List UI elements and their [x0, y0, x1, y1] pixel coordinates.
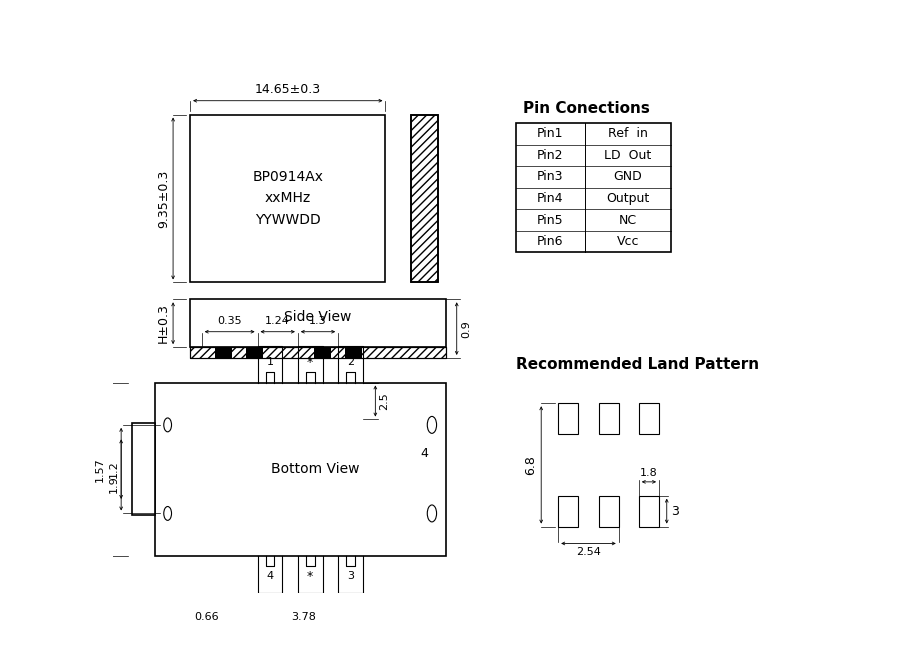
Text: 4: 4: [267, 571, 274, 581]
Bar: [598, 404, 619, 434]
Text: 6.8: 6.8: [524, 455, 537, 475]
Ellipse shape: [164, 507, 171, 520]
Text: LD  Out: LD Out: [605, 149, 651, 162]
Text: Pin3: Pin3: [537, 170, 564, 183]
Bar: [345, 347, 362, 358]
Bar: [639, 496, 659, 527]
Text: 1.3: 1.3: [309, 316, 327, 326]
Ellipse shape: [427, 505, 437, 522]
Text: 0.35: 0.35: [217, 316, 242, 326]
Bar: [155, 382, 446, 556]
Text: 1.57: 1.57: [95, 457, 105, 482]
Text: 3: 3: [347, 571, 354, 581]
Text: Pin5: Pin5: [537, 214, 564, 226]
Text: Pin4: Pin4: [537, 192, 564, 205]
Text: 1.8: 1.8: [640, 468, 658, 478]
Text: Pin1: Pin1: [537, 127, 564, 141]
Text: NC: NC: [619, 214, 637, 226]
Text: 4: 4: [420, 448, 428, 460]
Text: Vcc: Vcc: [617, 235, 639, 248]
Bar: [559, 404, 578, 434]
Text: 2.54: 2.54: [576, 547, 601, 557]
Bar: [190, 347, 446, 358]
Text: *: *: [307, 356, 314, 369]
Text: Pin2: Pin2: [537, 149, 564, 162]
Text: YYWWDD: YYWWDD: [255, 213, 321, 227]
Ellipse shape: [164, 418, 171, 432]
Text: 0.9: 0.9: [461, 320, 471, 338]
Bar: [190, 115, 386, 282]
Text: *: *: [307, 569, 314, 583]
Text: 3: 3: [670, 505, 678, 517]
Text: H±0.3: H±0.3: [157, 303, 170, 343]
Text: 1.2: 1.2: [109, 460, 119, 478]
Text: Pin Conections: Pin Conections: [523, 101, 651, 117]
Text: 1.9: 1.9: [109, 476, 119, 494]
Text: 9.35±0.3: 9.35±0.3: [157, 169, 170, 228]
Bar: [190, 347, 446, 358]
Text: Ref  in: Ref in: [608, 127, 648, 141]
Bar: [639, 404, 659, 434]
Bar: [190, 347, 446, 358]
Text: Recommended Land Pattern: Recommended Land Pattern: [515, 357, 759, 372]
Bar: [215, 347, 232, 358]
Text: 2: 2: [347, 357, 354, 367]
Text: 14.65±0.3: 14.65±0.3: [255, 83, 321, 96]
Bar: [559, 496, 578, 527]
Text: BP0914Ax: BP0914Ax: [252, 170, 323, 184]
Bar: [411, 115, 438, 282]
Bar: [515, 123, 670, 252]
Text: Bottom View: Bottom View: [271, 462, 359, 476]
Bar: [411, 115, 438, 282]
Text: 1: 1: [267, 357, 273, 367]
Text: GND: GND: [614, 170, 642, 183]
Text: Side View: Side View: [285, 310, 351, 324]
Bar: [132, 423, 155, 515]
Text: 0.66: 0.66: [194, 612, 219, 622]
Text: 3.78: 3.78: [292, 612, 316, 622]
Bar: [246, 347, 263, 358]
Ellipse shape: [427, 416, 437, 434]
Text: 1.24: 1.24: [265, 316, 290, 326]
Text: Output: Output: [606, 192, 650, 205]
Bar: [411, 115, 438, 282]
Text: Pin6: Pin6: [537, 235, 564, 248]
Bar: [190, 300, 446, 347]
Text: 2.5: 2.5: [379, 392, 389, 410]
Bar: [314, 347, 332, 358]
Text: xxMHz: xxMHz: [265, 192, 311, 206]
Bar: [598, 496, 619, 527]
